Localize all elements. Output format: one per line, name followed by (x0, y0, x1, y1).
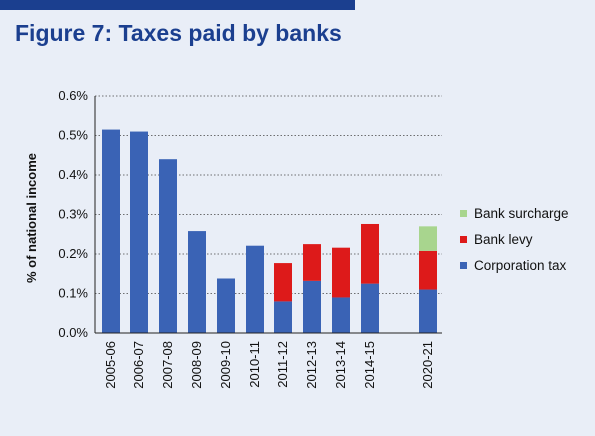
bar-bank-levy (419, 250, 437, 290)
x-tick-label: 2009-10 (218, 341, 233, 389)
axes (94, 96, 442, 334)
x-tick-label: 2012-13 (304, 341, 319, 389)
legend: Bank surcharge Bank levy Corporation tax (460, 206, 569, 273)
bar-corporation-tax (274, 301, 292, 333)
bar-bank-levy (303, 244, 321, 281)
bar-bank-levy (274, 263, 292, 302)
bar-corporation-tax (217, 278, 235, 333)
y-tick-label: 0.0% (58, 325, 88, 340)
y-axis-label: % of national income (24, 153, 39, 283)
x-tick-label: 2005-06 (103, 341, 118, 389)
x-tick-label: 2014-15 (362, 341, 377, 389)
x-tick-label: 2013-14 (333, 341, 348, 389)
bar-corporation-tax (102, 129, 120, 333)
bar-corporation-tax (332, 297, 350, 333)
title-accent-bar (0, 0, 355, 10)
y-tick-label: 0.3% (58, 207, 88, 222)
bars (102, 129, 437, 333)
bar-corporation-tax (130, 131, 148, 333)
bar-corporation-tax (419, 289, 437, 333)
bar-bank-levy (332, 247, 350, 298)
bar-bank-surcharge (419, 226, 437, 251)
legend-label: Bank levy (474, 232, 533, 247)
bar-corporation-tax (188, 231, 206, 333)
bar-corporation-tax (246, 245, 264, 333)
legend-swatch (460, 236, 467, 243)
bar-corporation-tax (361, 283, 379, 333)
x-tick-label: 2011-12 (275, 341, 290, 388)
x-tick-label: 2006-07 (131, 341, 146, 389)
x-tick-labels: 2005-06 2006-07 2007-08 2008-09 2009-10 2010-… (103, 341, 435, 389)
bar-bank-levy (361, 223, 379, 284)
legend-swatch (460, 262, 467, 269)
bar-corporation-tax (303, 280, 321, 333)
x-tick-label: 2007-08 (160, 341, 175, 389)
legend-label: Bank surcharge (474, 206, 569, 221)
figure-title: Figure 7: Taxes paid by banks (15, 20, 342, 46)
legend-label: Corporation tax (474, 258, 567, 273)
y-tick-label: 0.6% (58, 88, 88, 103)
y-tick-label: 0.2% (58, 246, 88, 261)
legend-swatch (460, 210, 467, 217)
x-tick-label: 2008-09 (189, 341, 204, 389)
x-tick-label: 2020-21 (420, 341, 435, 389)
y-tick-labels: 0.0% 0.1% 0.2% 0.3% 0.4% 0.5% 0.6% (58, 88, 88, 340)
y-tick-label: 0.4% (58, 167, 88, 182)
y-tick-label: 0.5% (58, 128, 88, 143)
bar-corporation-tax (159, 159, 177, 333)
x-tick-label: 2010-11 (247, 341, 262, 388)
y-tick-label: 0.1% (58, 286, 88, 301)
